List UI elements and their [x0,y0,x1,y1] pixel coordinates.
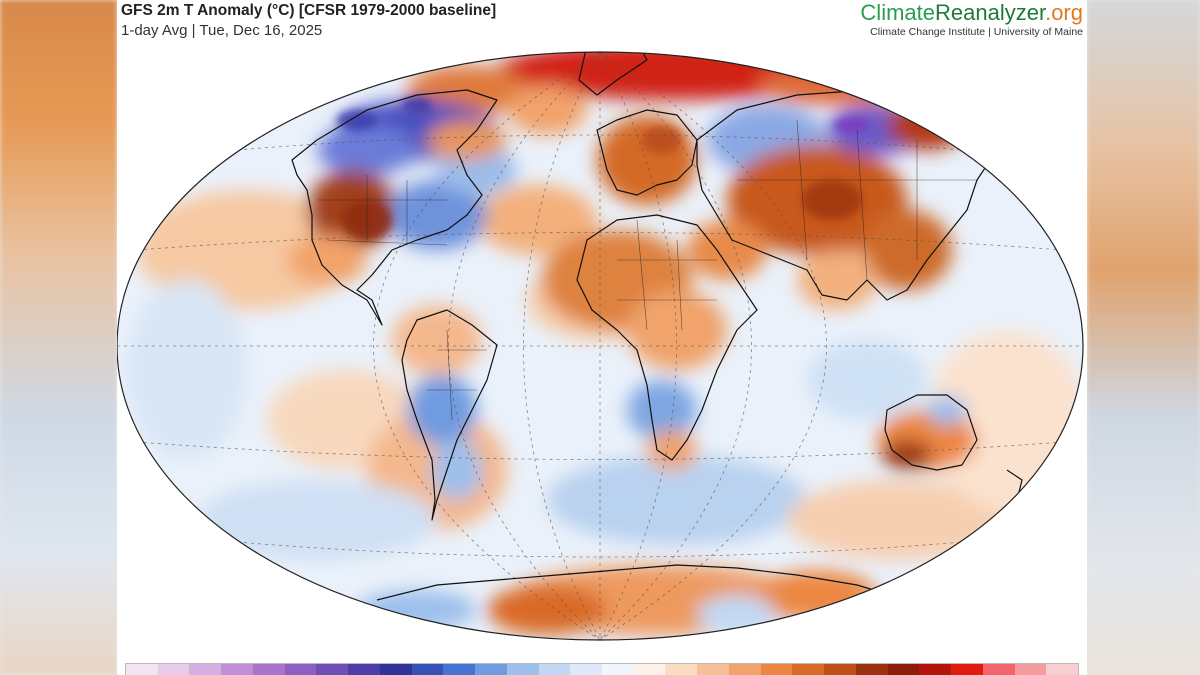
colorbar-swatch [665,664,698,675]
map-subtitle: 1-day Avg | Tue, Dec 16, 2025 [121,22,323,39]
colorbar-swatch [411,664,444,675]
colorbar-swatch [284,664,317,675]
colorbar-swatch [602,664,634,675]
colorbar-swatch [316,664,349,675]
colorbar-swatch [951,664,983,675]
colorbar-swatch [126,664,158,675]
brand-tagline: Climate Change Institute | University of… [870,26,1083,38]
colorbar-swatch [1014,664,1047,675]
colorbar-swatch [633,664,666,675]
colorbar-swatch [982,664,1015,675]
colorbar-swatch [506,664,539,675]
colorbar-swatch [792,664,825,675]
color-legend-bar [125,663,1079,675]
background-blur-left [0,0,117,675]
colorbar-swatch [855,664,888,675]
colorbar-swatch [728,664,761,675]
globe-outline [117,51,1084,641]
anomaly-field [117,52,1083,640]
colorbar-swatch [760,664,793,675]
colorbar-swatch [824,664,856,675]
borders [317,119,977,421]
colorbar-swatch [443,664,476,675]
colorbar-swatch [538,664,571,675]
colorbar-swatch [919,664,952,675]
colorbar-swatch [348,664,380,675]
colorbar-swatch [697,664,729,675]
colorbar-swatch [252,664,285,675]
brand-logo: ClimateReanalyzer.org Climate Change Ins… [860,0,1083,39]
map-panel: GFS 2m T Anomaly (°C) [CFSR 1979-2000 ba… [117,0,1087,675]
colorbar-swatch [379,664,412,675]
colorbar-swatch [189,664,222,675]
background-blur-right [1087,0,1200,675]
colorbar-swatch [887,664,920,675]
colorbar-swatch [475,664,507,675]
colorbar-swatch [221,664,253,675]
map-title: GFS 2m T Anomaly (°C) [CFSR 1979-2000 ba… [121,2,497,19]
colorbar-swatch [157,664,190,675]
graticule [117,52,1083,640]
colorbar-swatch [570,664,603,675]
colorbar-swatch [1046,664,1079,675]
anomaly-map [117,51,1084,641]
